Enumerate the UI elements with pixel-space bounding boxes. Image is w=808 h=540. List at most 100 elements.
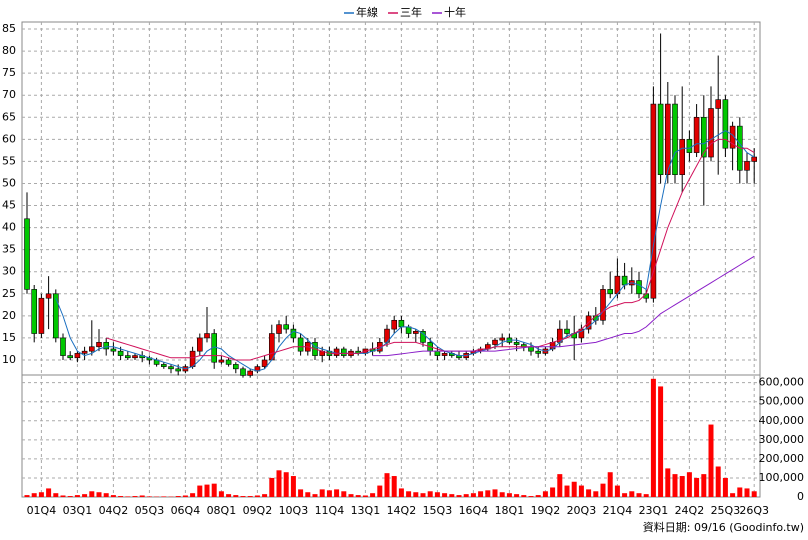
candle-body xyxy=(700,117,707,158)
y2-tick-label: 0 xyxy=(797,490,804,503)
candle-body xyxy=(117,350,124,356)
volume-bar xyxy=(643,494,649,497)
volume-bar xyxy=(665,468,671,497)
volume-bar xyxy=(341,491,347,497)
legend: 年線 三年 十年 xyxy=(344,5,466,19)
volume-bar xyxy=(528,496,534,497)
volume-bar xyxy=(485,490,491,497)
volume-bar xyxy=(571,481,577,497)
volume-bar xyxy=(521,495,527,497)
legend-label: 十年 xyxy=(444,5,466,19)
volume-bar xyxy=(672,474,678,497)
x-tick-label: 04Q2 xyxy=(99,504,129,517)
volume-bar xyxy=(190,493,196,497)
candle-body xyxy=(708,108,714,158)
candle-body xyxy=(441,353,448,356)
y-tick-label: 60 xyxy=(2,132,16,145)
candle-body xyxy=(74,353,81,359)
volume-bar xyxy=(492,489,498,497)
x-tick-label: 18Q1 xyxy=(495,504,525,517)
volume-bar xyxy=(751,491,757,497)
candle-body xyxy=(233,364,239,370)
volume-bar xyxy=(607,472,613,497)
candle-body xyxy=(81,350,88,354)
y2-tick-label: 400,000 xyxy=(759,414,805,427)
volume-bar xyxy=(506,493,512,497)
volume-bar xyxy=(269,477,275,497)
candle-body xyxy=(693,117,700,153)
y-tick-label: 30 xyxy=(2,265,16,278)
y-tick-label: 25 xyxy=(2,287,16,300)
volume-bar xyxy=(622,493,628,497)
candle-body xyxy=(218,359,225,363)
volume-bar xyxy=(535,495,541,497)
volume-bar xyxy=(326,490,332,497)
volume-bar xyxy=(103,493,109,497)
volume-bar xyxy=(737,487,743,497)
volume-bar xyxy=(262,494,268,497)
footnote: 資料日期: 09/16 (Goodinfo.tw) xyxy=(643,520,804,534)
volume-bar xyxy=(334,489,340,497)
y-tick-label: 35 xyxy=(2,243,16,256)
y2-tick-label: 200,000 xyxy=(759,452,805,465)
volume-bar xyxy=(586,489,592,497)
volume-bar xyxy=(362,495,368,497)
candle-body xyxy=(657,103,664,175)
volume-bar xyxy=(564,485,570,497)
volume-bar xyxy=(233,495,239,497)
x-tick-label: 16Q4 xyxy=(459,504,489,517)
candle-body xyxy=(204,333,210,339)
candle-body xyxy=(679,139,686,175)
volume-bar xyxy=(348,494,354,497)
candle-body xyxy=(52,293,59,339)
x-tick-label: 25Q3 xyxy=(711,504,741,517)
candle-body xyxy=(420,331,426,343)
volume-bar xyxy=(60,495,66,497)
volume-bar xyxy=(53,493,59,497)
candle-body xyxy=(333,348,340,356)
plot-frame xyxy=(21,21,761,498)
candle-body xyxy=(398,319,405,328)
y-tick-label: 65 xyxy=(2,110,16,123)
ma-line xyxy=(55,129,755,372)
y-tick-label: 80 xyxy=(2,44,16,57)
volume-bar xyxy=(74,495,80,497)
volume-bar xyxy=(31,493,37,497)
volume-bar xyxy=(478,491,484,497)
volume-bar xyxy=(377,485,383,497)
x-tick-label: 20Q3 xyxy=(567,504,597,517)
y-tick-label: 15 xyxy=(2,331,16,344)
volume-bar xyxy=(398,488,404,497)
volume-bar xyxy=(391,476,397,497)
volume-bar xyxy=(701,474,707,497)
y-tick-label: 45 xyxy=(2,199,16,212)
volume-bar xyxy=(600,483,606,497)
candle-body xyxy=(564,328,570,334)
candle-body xyxy=(744,161,750,171)
x-tick-label: 09Q2 xyxy=(243,504,273,517)
volume-bar xyxy=(319,489,325,497)
x-tick-label: 08Q1 xyxy=(207,504,237,517)
volume-bar xyxy=(204,484,210,497)
volume-bar xyxy=(283,472,289,497)
volume-bar xyxy=(730,493,736,497)
candle-body xyxy=(412,331,419,334)
volume-bar xyxy=(384,473,390,497)
x-tick-label: 21Q4 xyxy=(603,504,633,517)
y-tick-label: 10 xyxy=(2,353,16,366)
y-tick-label: 85 xyxy=(2,22,16,35)
volume-bar xyxy=(578,485,584,497)
candle-body xyxy=(197,337,203,352)
y-tick-label: 70 xyxy=(2,88,16,101)
candle-body xyxy=(729,125,736,149)
volume-bar xyxy=(550,487,556,497)
volume-bar xyxy=(636,493,642,497)
volume-bar xyxy=(46,488,52,497)
y2-tick-label: 100,000 xyxy=(759,471,805,484)
x-tick-label: 13Q1 xyxy=(351,504,381,517)
y2-tick-label: 300,000 xyxy=(759,433,805,446)
volume-bar xyxy=(514,494,520,497)
y-tick-label: 40 xyxy=(2,221,16,234)
volume-bar xyxy=(629,491,635,497)
